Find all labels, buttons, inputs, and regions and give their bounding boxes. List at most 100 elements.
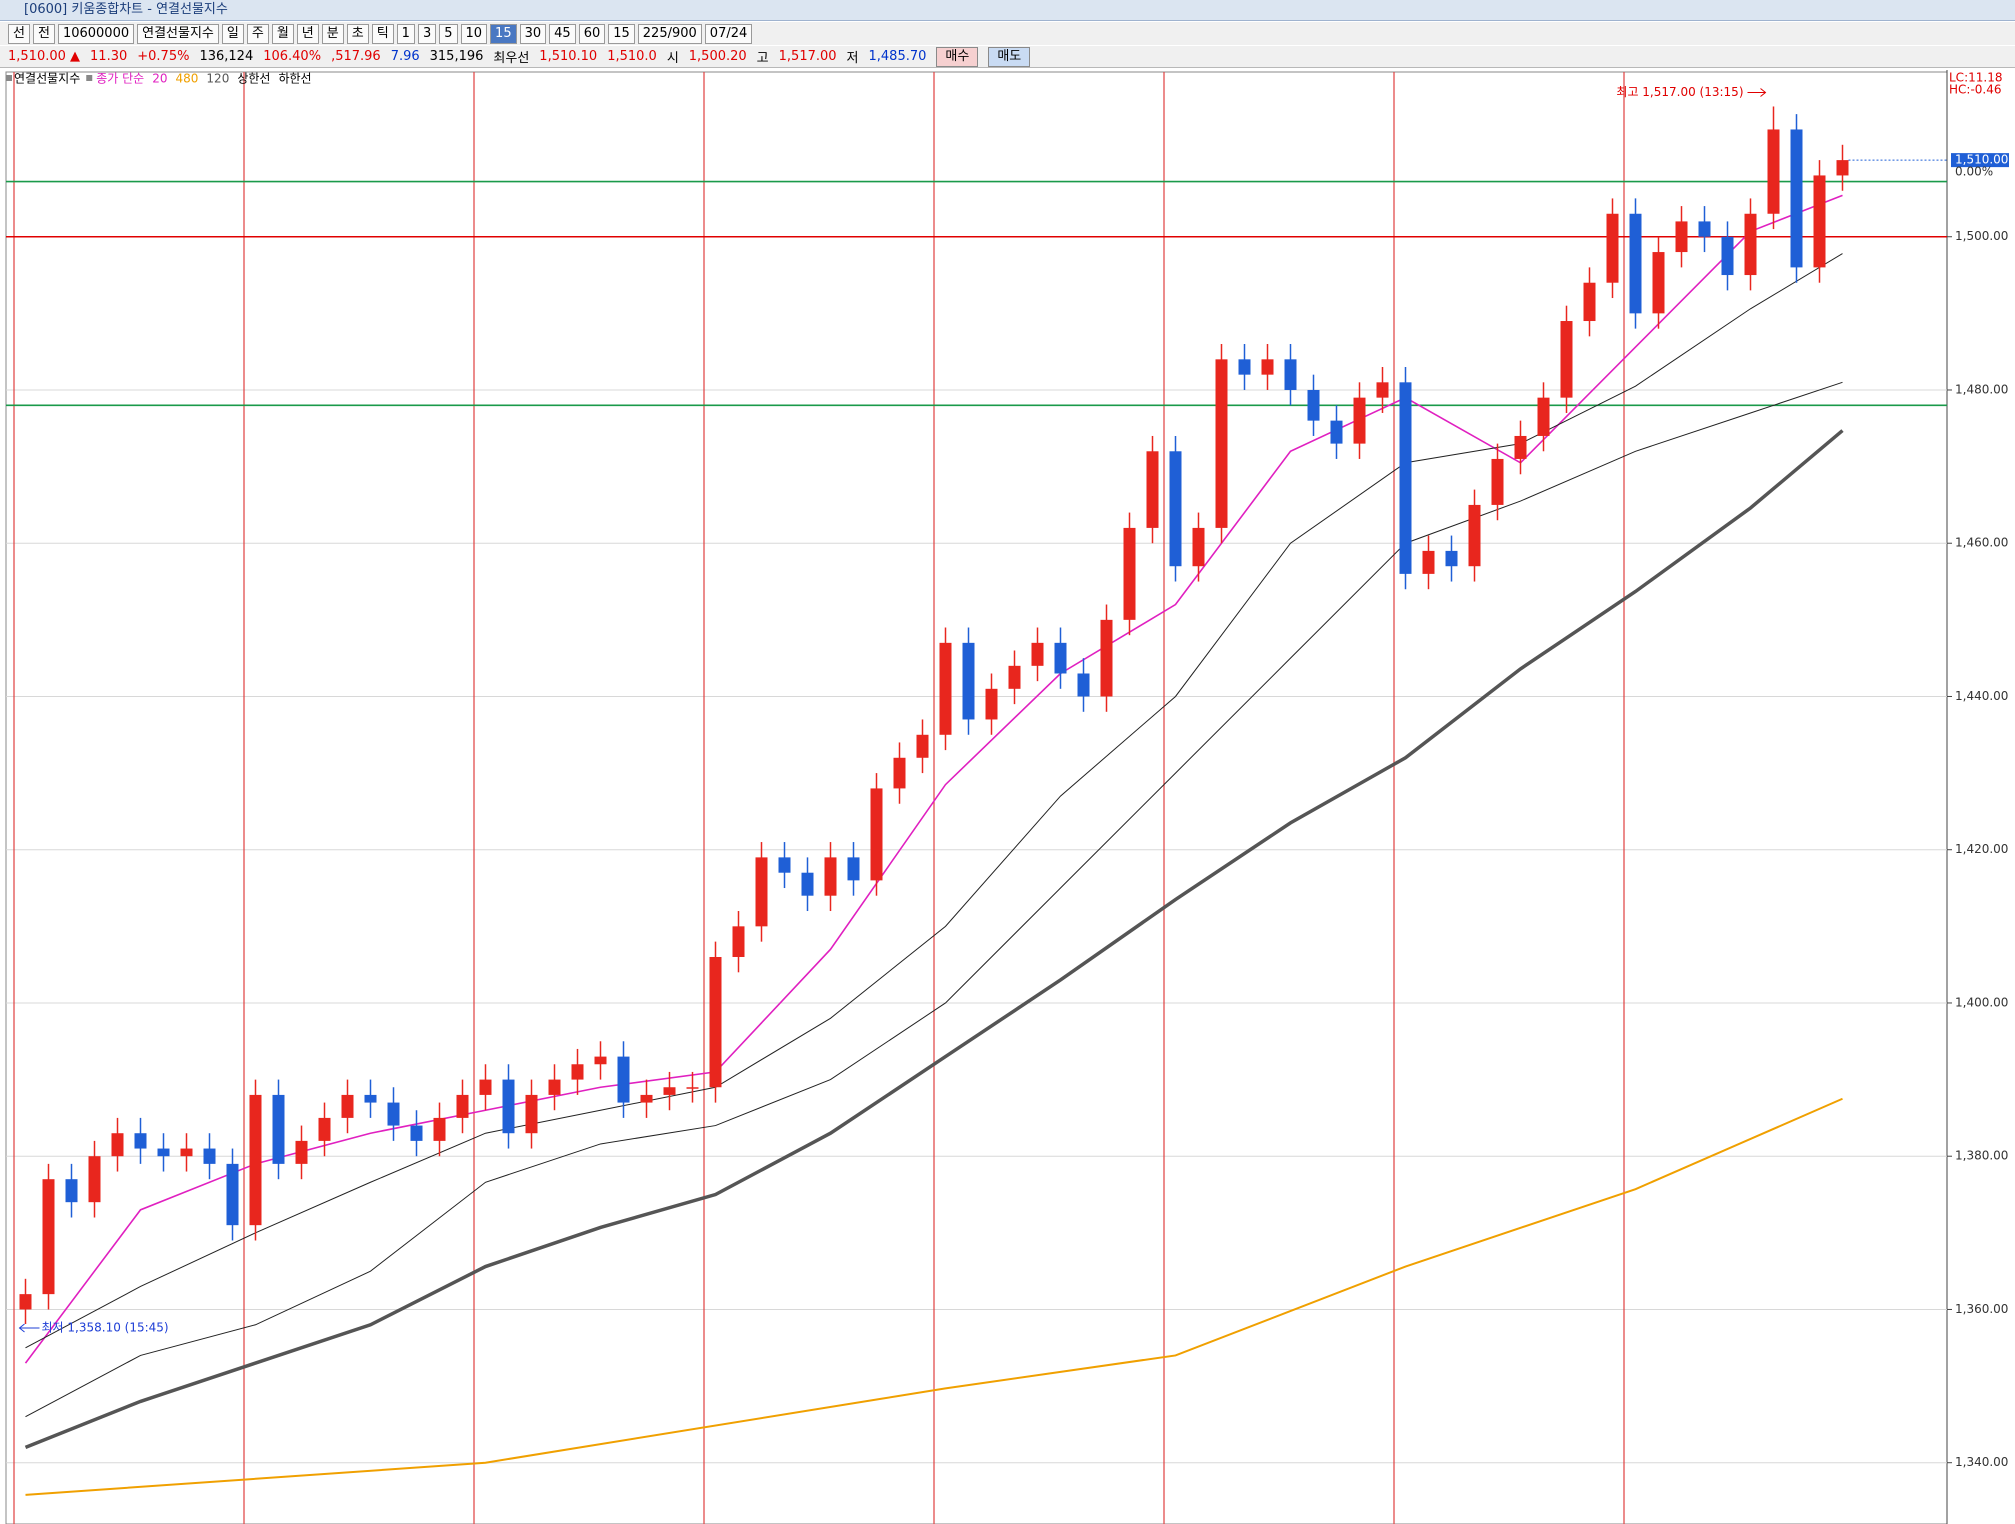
quote-value: 1,500.20 xyxy=(688,49,747,64)
candle-body xyxy=(1146,451,1159,528)
toolbar-button[interactable]: 60 xyxy=(578,23,606,44)
candle-body xyxy=(1813,175,1826,268)
toolbar-button[interactable]: 30 xyxy=(519,23,547,44)
last-price-label: 1,510.00 xyxy=(1955,153,2008,167)
candle-body xyxy=(1307,389,1320,421)
candle-body xyxy=(1284,359,1297,390)
legend-marker xyxy=(86,75,93,81)
y-tick-label: 1,380.00 xyxy=(1955,1149,2008,1163)
high-arrow xyxy=(1747,88,1767,97)
y-tick-label: 1,480.00 xyxy=(1955,382,2008,396)
candle-body xyxy=(272,1094,285,1164)
toolbar-button[interactable]: 주 xyxy=(246,23,269,44)
toolbar-button[interactable]: 15 xyxy=(490,23,517,44)
candle-body xyxy=(318,1117,331,1141)
candle-body xyxy=(1491,458,1504,505)
candle-body xyxy=(548,1079,561,1095)
candle-body xyxy=(732,926,745,957)
candle-body xyxy=(1077,673,1090,697)
toolbar-button[interactable]: 45 xyxy=(549,23,576,44)
candle-body xyxy=(226,1163,239,1226)
toolbar-button[interactable]: 일 xyxy=(221,23,244,44)
toolbar-button[interactable]: 3 xyxy=(417,23,437,44)
buy-button[interactable]: 매수 xyxy=(936,46,979,67)
candle-body xyxy=(525,1094,538,1134)
change-label: 0.00% xyxy=(1955,165,1993,179)
legend-label: 종가 단순 xyxy=(96,72,144,86)
candle-body xyxy=(1652,252,1665,314)
quote-value: 시 xyxy=(666,51,679,66)
y-tick-label: 1,500.00 xyxy=(1955,229,2008,243)
toolbar-button[interactable]: 10600000 xyxy=(57,23,135,44)
candle-body xyxy=(594,1056,607,1065)
candle-body xyxy=(1445,550,1458,567)
quote-value: 11.30 xyxy=(90,49,128,64)
candle-body xyxy=(19,1294,32,1310)
candle-body xyxy=(709,956,722,1088)
low-annotation: 최저 1,358.10 (15:45) xyxy=(42,1321,169,1335)
quote-value: 최우선 xyxy=(493,51,530,66)
candle-body xyxy=(617,1056,630,1103)
candle-body xyxy=(1675,221,1688,253)
y-tick-label: 1,360.00 xyxy=(1955,1302,2008,1316)
legend-entry: 120 xyxy=(206,72,229,86)
toolbar-button[interactable]: 선 xyxy=(8,23,30,44)
moving-average-line xyxy=(25,253,1843,1349)
candle-body xyxy=(502,1079,515,1134)
candle-body xyxy=(1330,420,1343,444)
candle-body xyxy=(870,788,883,881)
candle-body xyxy=(847,857,860,881)
toolbar-button[interactable]: 분 xyxy=(321,23,344,44)
legend-instrument: 연결선물지수 xyxy=(14,72,80,86)
candle-body xyxy=(1100,619,1113,697)
quote-value: 저 xyxy=(846,51,859,66)
corner-label: HC:-0.46 xyxy=(1949,83,2002,97)
candle-body xyxy=(364,1094,377,1103)
quote-value: 7.96 xyxy=(390,49,420,64)
quote-value: 136,124 xyxy=(199,49,254,64)
toolbar-button[interactable]: 15 xyxy=(608,23,635,44)
candle-body xyxy=(778,857,791,873)
quote-value: 106.40% xyxy=(263,49,322,64)
moving-average-line xyxy=(24,429,1844,1450)
toolbar-button[interactable]: 초 xyxy=(346,23,369,44)
toolbar-button[interactable]: 07/24 xyxy=(704,23,753,44)
candle-body xyxy=(1790,129,1803,268)
candle-body xyxy=(1560,321,1573,398)
toolbar-button[interactable]: 전 xyxy=(32,23,55,44)
toolbar-button[interactable]: 1 xyxy=(396,23,415,44)
toolbar-button[interactable]: 월 xyxy=(271,23,294,44)
candle-body xyxy=(1422,550,1435,574)
toolbar-button[interactable]: 10 xyxy=(460,23,488,44)
candle-body xyxy=(1468,504,1481,567)
sell-button[interactable]: 매도 xyxy=(988,46,1031,67)
candle-body xyxy=(410,1125,423,1141)
candle-body xyxy=(1744,213,1757,276)
candle-body xyxy=(341,1094,354,1118)
window-title: [0600] 키움종합차트 - 연결선물지수 xyxy=(24,2,228,17)
y-tick-label: 1,440.00 xyxy=(1955,689,2008,703)
candle-body xyxy=(962,642,975,720)
toolbar-button[interactable]: 225/900 xyxy=(637,23,702,44)
y-tick-label: 1,400.00 xyxy=(1955,995,2008,1009)
candle-body xyxy=(1399,382,1412,574)
toolbar-button[interactable]: 년 xyxy=(296,23,319,44)
candle-body xyxy=(479,1079,492,1095)
candle-body xyxy=(42,1179,55,1295)
toolbar-button[interactable]: 틱 xyxy=(371,23,394,44)
candle-body xyxy=(1767,129,1780,214)
candle-body xyxy=(893,757,906,789)
candle-body xyxy=(1376,382,1389,398)
quote-value: 1,510.10 xyxy=(539,49,598,64)
candle-body xyxy=(203,1148,216,1164)
candle-body xyxy=(663,1087,676,1095)
candle-body xyxy=(1238,359,1251,375)
candle-body xyxy=(571,1064,584,1080)
candle-body xyxy=(1123,527,1136,620)
candle-body xyxy=(985,688,998,720)
toolbar-button[interactable]: 5 xyxy=(439,23,458,44)
y-tick-label: 1,460.00 xyxy=(1955,536,2008,550)
candle-body xyxy=(1192,527,1205,567)
toolbar-button[interactable]: 연결선물지수 xyxy=(137,23,219,44)
